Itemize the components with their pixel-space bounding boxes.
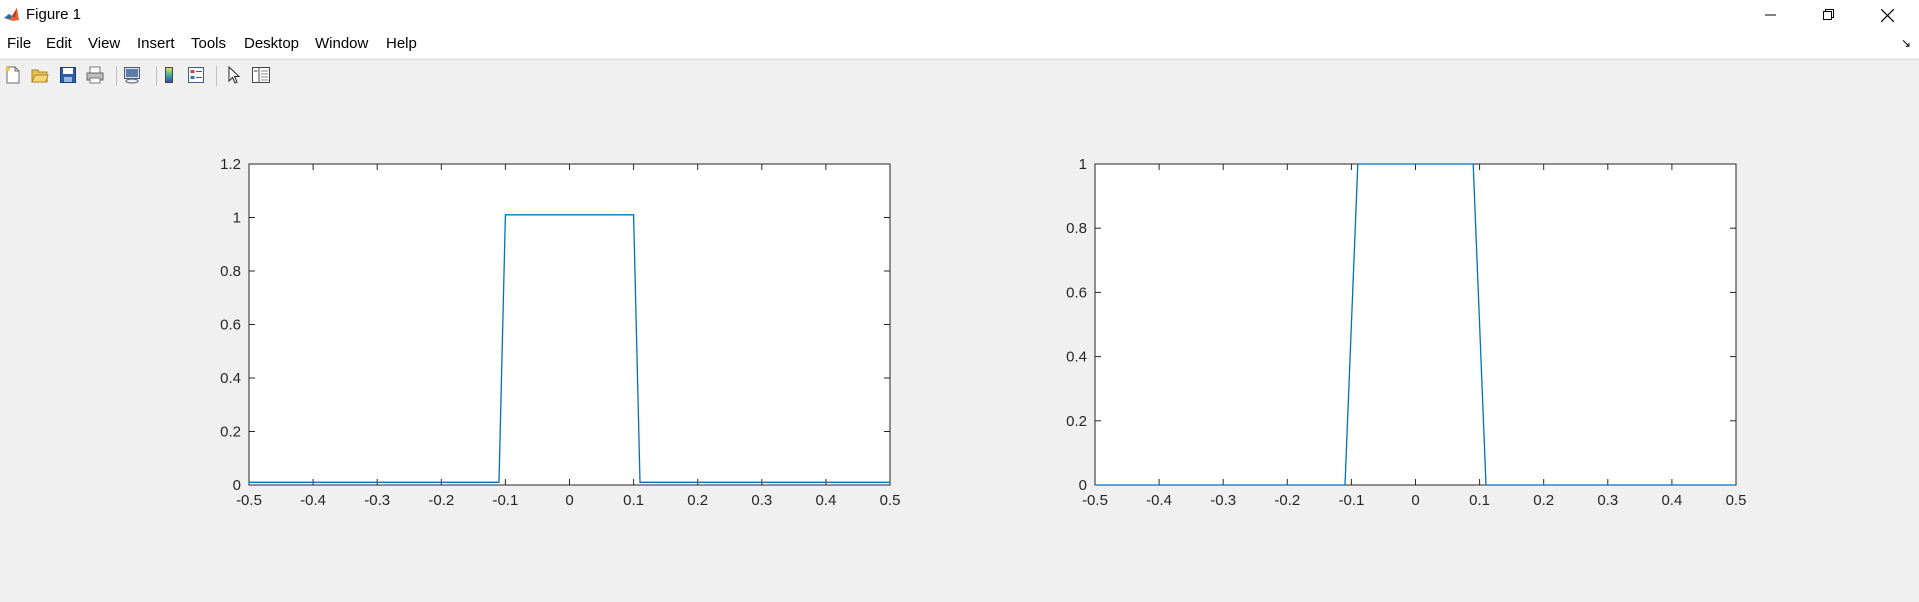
close-button[interactable] [1858, 0, 1916, 30]
open-file-icon [31, 66, 49, 84]
insert-legend-icon [187, 66, 205, 84]
menu-insert[interactable]: Insert [137, 35, 175, 52]
new-figure-icon [4, 66, 22, 84]
print-icon [86, 66, 104, 84]
restore-icon [1823, 9, 1835, 21]
edit-plot-icon [225, 66, 243, 84]
link-plot-button[interactable] [121, 64, 143, 86]
x-tick-label: -0.1 [492, 492, 518, 509]
property-inspector-icon [251, 66, 271, 84]
x-tick-label: 0 [565, 492, 573, 509]
y-tick-label: 0.2 [220, 424, 241, 441]
restore-button[interactable] [1800, 0, 1858, 30]
x-tick-label: -0.5 [1082, 492, 1108, 509]
y-tick-label: 1 [233, 210, 241, 227]
x-tick-label: 0.1 [1469, 492, 1490, 509]
x-tick-label: 0 [1411, 492, 1419, 509]
y-tick-label: 0.6 [1066, 284, 1087, 301]
print-button[interactable] [84, 64, 106, 86]
toolbar [0, 59, 1919, 93]
figure-canvas: -0.5 -0.4 -0.3 -0.2 -0.1 0 0.1 0.2 0.3 0.4 0.5 0 0.2… [0, 92, 1919, 597]
axes-right[interactable]: -0.5 -0.4 -0.3 -0.2 -0.1 0 0.1 0.2 0.3 0.4 0.5 0 0.2… [1066, 156, 1746, 509]
x-tick-label: -0.2 [428, 492, 454, 509]
y-tick-label: 0.2 [1066, 413, 1087, 430]
y-tick-label: 0 [233, 477, 241, 494]
x-tick-label: 0.5 [880, 492, 901, 509]
menu-help[interactable]: Help [386, 35, 417, 52]
toolbar-separator [156, 66, 157, 86]
x-tick-label: 0.2 [1533, 492, 1554, 509]
x-tick-label: 0.5 [1726, 492, 1747, 509]
x-tick-label: 0.4 [1661, 492, 1682, 509]
close-icon [1881, 9, 1894, 22]
plots-svg: -0.5 -0.4 -0.3 -0.2 -0.1 0 0.1 0.2 0.3 0.4 0.5 0 0.2… [0, 92, 1919, 597]
save-button[interactable] [57, 64, 79, 86]
x-tick-label: -0.5 [236, 492, 262, 509]
x-tick-label: -0.3 [1210, 492, 1236, 509]
minimize-icon [1765, 9, 1777, 21]
y-tick-label: 0 [1079, 477, 1087, 494]
insert-colorbar-icon [160, 66, 178, 84]
menu-file[interactable]: File [7, 35, 31, 52]
y-tick-label: 0.6 [220, 317, 241, 334]
y-tick-label: 0.8 [1066, 220, 1087, 237]
y-tick-label: 0.4 [1066, 349, 1087, 366]
x-tick-label: 0.3 [751, 492, 772, 509]
x-tick-label: 0.4 [815, 492, 836, 509]
insert-colorbar-button[interactable] [158, 64, 180, 86]
title-bar: Figure 1 [0, 0, 1919, 30]
dock-arrow-icon[interactable]: ↘ [1901, 36, 1911, 50]
menu-tools[interactable]: Tools [191, 35, 226, 52]
toolbar-separator [216, 66, 217, 86]
menu-desktop[interactable]: Desktop [244, 35, 299, 52]
minimize-button[interactable] [1742, 0, 1800, 30]
x-tick-label: 0.2 [687, 492, 708, 509]
menu-edit[interactable]: Edit [46, 35, 72, 52]
plot-area [1095, 164, 1736, 485]
new-figure-button[interactable] [2, 64, 24, 86]
edit-plot-button[interactable] [223, 64, 245, 86]
y-tick-label: 0.8 [220, 263, 241, 280]
x-tick-label: -0.1 [1338, 492, 1364, 509]
property-inspector-button[interactable] [250, 64, 272, 86]
x-tick-label: -0.3 [364, 492, 390, 509]
save-icon [59, 66, 77, 84]
y-tick-label: 0.4 [220, 370, 241, 387]
x-tick-label: -0.2 [1274, 492, 1300, 509]
insert-legend-button[interactable] [185, 64, 207, 86]
x-tick-label: -0.4 [300, 492, 326, 509]
window-title: Figure 1 [26, 6, 81, 23]
x-tick-label: 0.1 [623, 492, 644, 509]
x-tick-label: -0.4 [1146, 492, 1172, 509]
axes-left[interactable]: -0.5 -0.4 -0.3 -0.2 -0.1 0 0.1 0.2 0.3 0.4 0.5 0 0.2… [220, 156, 900, 509]
open-file-button[interactable] [29, 64, 51, 86]
y-tick-label: 1 [1079, 156, 1087, 173]
menu-view[interactable]: View [88, 35, 120, 52]
plot-area [249, 164, 890, 485]
matlab-icon [3, 6, 20, 23]
x-tick-label: 0.3 [1597, 492, 1618, 509]
menu-bar: File Edit View Insert Tools Desktop Wind… [0, 30, 1919, 58]
link-plot-icon [123, 66, 141, 84]
menu-window[interactable]: Window [315, 35, 368, 52]
toolbar-separator [116, 66, 117, 86]
y-tick-label: 1.2 [220, 156, 241, 173]
